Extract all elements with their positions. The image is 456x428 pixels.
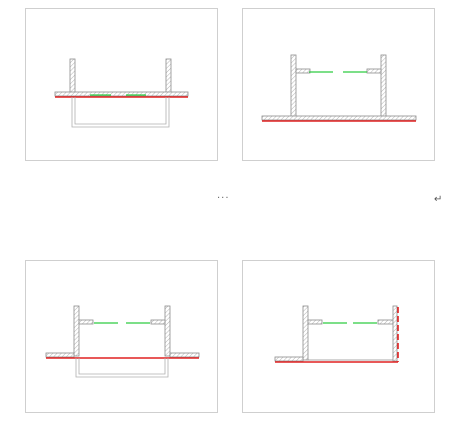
section-drawing: [274, 305, 399, 363]
diagram-panel-bottom-right: [242, 260, 435, 413]
left-shelf: [307, 319, 323, 325]
right-wall: [380, 54, 387, 120]
return-arrow-icon: ↵: [434, 194, 443, 205]
right-wall: [392, 305, 398, 362]
right-wall: [165, 58, 172, 97]
section-drawing: [54, 58, 189, 128]
left-wall: [302, 305, 309, 361]
slab: [54, 91, 189, 97]
pit-outline: [75, 358, 169, 378]
section-drawing: [261, 54, 417, 122]
diagram-panel-bottom-left: [25, 260, 218, 413]
right-wall: [164, 305, 171, 357]
left-wall: [290, 54, 297, 120]
pit-outline: [71, 97, 170, 128]
left-flange: [45, 352, 75, 358]
section-drawing: [45, 305, 200, 378]
base-slab: [261, 115, 417, 121]
diagram-panel-top-left: [25, 8, 218, 161]
left-flange: [274, 356, 304, 362]
pit-outline-inner: [74, 97, 167, 125]
right-shelf: [366, 68, 382, 74]
right-shelf: [150, 319, 166, 325]
diagram-panel-top-right: [242, 8, 435, 161]
right-shelf: [377, 319, 394, 325]
left-wall: [73, 305, 80, 357]
right-flange: [169, 352, 200, 358]
left-wall: [69, 58, 76, 97]
left-shelf: [295, 68, 311, 74]
pit-outline-inner: [78, 358, 166, 375]
ellipsis-text: ···: [217, 193, 230, 204]
left-shelf: [78, 319, 94, 325]
